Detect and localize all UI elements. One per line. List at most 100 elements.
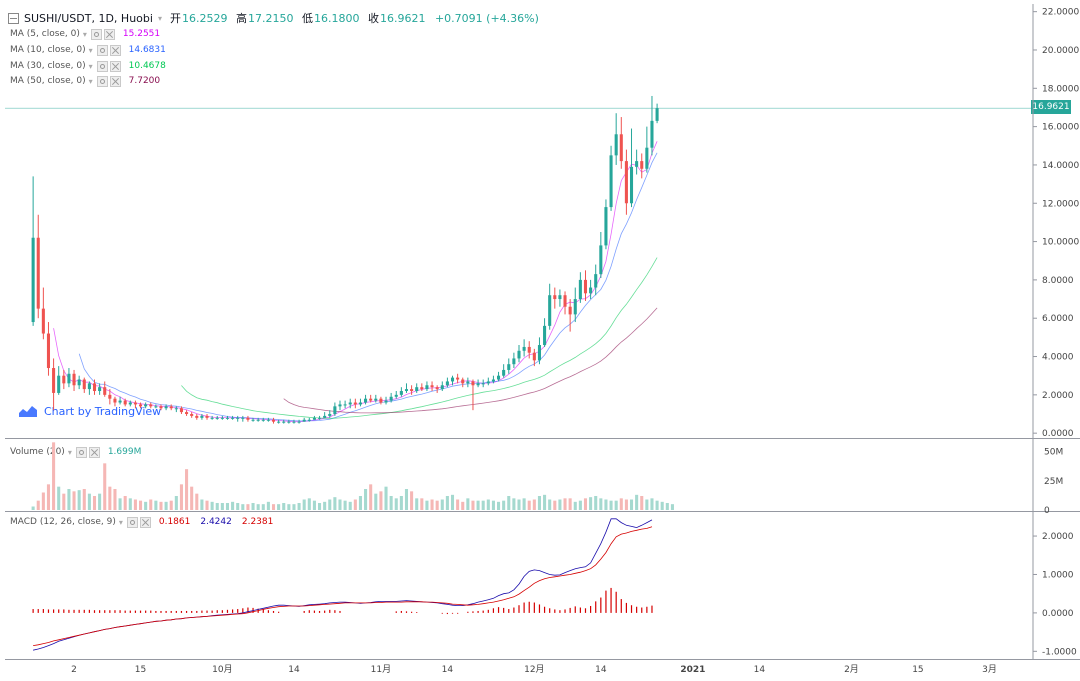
ma5-label[interactable]: MA (5, close, 0) [10, 29, 80, 39]
candle-body [614, 134, 618, 156]
volume-bar [185, 469, 189, 510]
candle-body [358, 402, 362, 405]
macd-histogram-bar [569, 607, 571, 613]
volume-bar [57, 486, 61, 510]
volume-bar [527, 500, 531, 510]
volume-bar [604, 499, 608, 510]
chevron-down-icon[interactable]: ▾ [88, 45, 93, 55]
settings-icon[interactable] [126, 516, 138, 528]
volume-bar [215, 503, 219, 510]
candle-body [502, 369, 506, 376]
close-icon[interactable] [109, 60, 121, 72]
macd-histogram-bar [395, 611, 397, 613]
settings-icon[interactable] [96, 75, 108, 87]
candle-body [98, 387, 102, 392]
volume-bar [502, 500, 506, 510]
chevron-down-icon[interactable]: ▾ [88, 76, 93, 86]
volume-label[interactable]: Volume (20) [10, 447, 65, 457]
chevron-down-icon[interactable]: ▾ [88, 61, 93, 71]
macd-histogram-bar [543, 606, 546, 613]
macd-histogram-bar [595, 601, 597, 613]
chevron-down-icon[interactable]: ▾ [67, 447, 72, 457]
macd-histogram-bar [651, 605, 653, 613]
legend-ma30: MA (30, close, 0) ▾ 10.4678 [10, 58, 166, 74]
candle-body [435, 387, 439, 390]
candle-body [522, 346, 526, 351]
macd-histogram-bar [262, 609, 264, 613]
candle-body [113, 398, 117, 403]
volume-bar [292, 504, 296, 510]
candle-body [384, 400, 388, 403]
ma10-label[interactable]: MA (10, close, 0) [10, 45, 86, 55]
macd-histogram-bar [533, 602, 535, 613]
macd-histogram-bar [528, 601, 530, 613]
volume-bar [456, 499, 460, 510]
volume-bar [629, 499, 634, 510]
ma30-label[interactable]: MA (30, close, 0) [10, 61, 86, 71]
volume-bar [312, 500, 316, 510]
time-tick-label: 2021 [680, 665, 705, 675]
collapse-icon[interactable] [8, 12, 19, 24]
macd-histogram-bar [508, 609, 510, 613]
settings-icon[interactable] [96, 44, 108, 56]
macd-histogram-bar [467, 611, 469, 613]
price-tick-label: 4.0000 [1042, 353, 1074, 363]
tradingview-watermark[interactable]: Chart by TradingView [18, 404, 161, 418]
time-tick-label: 12月 [524, 664, 544, 675]
volume-bar [343, 500, 347, 510]
close-icon[interactable] [88, 446, 100, 458]
candle-body [185, 412, 189, 415]
candle-body [420, 387, 424, 390]
volume-bar [491, 500, 495, 510]
macd-histogram-bar [441, 612, 443, 614]
macd-histogram-bar [206, 610, 208, 613]
chevron-down-icon[interactable]: ▾ [157, 13, 162, 23]
volume-bar [128, 498, 132, 510]
chevron-down-icon[interactable]: ▾ [118, 517, 123, 527]
volume-bar [256, 504, 260, 510]
macd-histogram-bar [252, 607, 254, 613]
candle-body [476, 383, 480, 386]
candle-body [205, 415, 209, 418]
macd-tick-label: 0.0000 [1042, 609, 1074, 619]
time-tick-label: 2月 [844, 664, 859, 675]
volume-bar [594, 496, 598, 510]
volume-bar [624, 499, 628, 510]
macd-histogram-bar [334, 610, 336, 613]
high-label: 高 [235, 12, 247, 25]
macd-histogram-bar [579, 607, 581, 613]
close-icon[interactable] [139, 516, 151, 528]
candle-body [604, 207, 608, 246]
volume-bar [399, 496, 403, 510]
macd-histogram-bar [99, 610, 101, 613]
open-label: 开 [169, 12, 181, 25]
macd-histogram-bar [165, 610, 167, 613]
settings-icon[interactable] [75, 446, 87, 458]
high-value: 17.2150 [247, 12, 294, 25]
macd-histogram-bar [497, 607, 500, 613]
volume-bar [348, 501, 352, 510]
volume-bar [563, 498, 567, 510]
close-icon[interactable] [109, 75, 121, 87]
macd-histogram-bar [201, 610, 203, 613]
close-icon[interactable] [103, 28, 115, 40]
candle-body [348, 402, 352, 405]
settings-icon[interactable] [96, 60, 108, 72]
chevron-down-icon[interactable]: ▾ [82, 29, 87, 39]
low-label: 低 [301, 12, 313, 25]
volume-bar [394, 498, 398, 510]
macd-histogram-bar [52, 609, 55, 613]
settings-icon[interactable] [90, 28, 102, 40]
candle-body [241, 417, 245, 419]
symbol-title[interactable]: SUSHI/USDT, 1D, Huobi [24, 11, 153, 25]
candle-body [92, 383, 97, 392]
volume-bar [670, 504, 674, 510]
macd-label[interactable]: MACD (12, 26, close, 9) [10, 517, 116, 527]
ma30-line [181, 257, 658, 419]
ma50-label[interactable]: MA (50, close, 0) [10, 76, 86, 86]
close-icon[interactable] [109, 44, 121, 56]
macd-histogram-bar [590, 605, 592, 613]
volume-bar [614, 500, 618, 510]
volume-bar [461, 501, 465, 510]
